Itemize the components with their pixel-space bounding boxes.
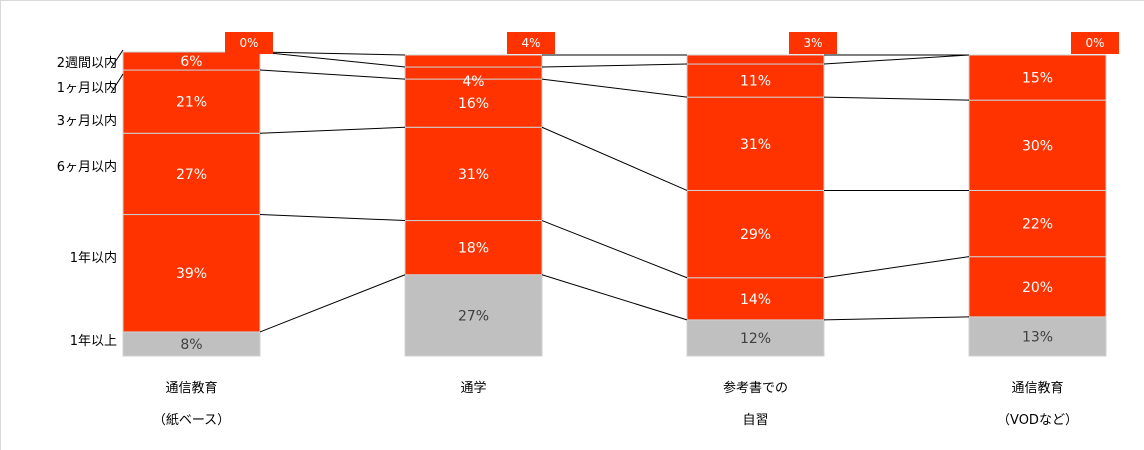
callout-box [507,32,555,54]
value-labels: 8% 39% 27% 21% 6% 0% 27% 18% 31% 16% 4% 4% 12% 14% 29%… [176,32,1119,353]
callout-value: 0% [239,36,258,50]
value-label: 12% [740,331,771,347]
bar-segment [404,126,543,222]
connector-line [541,220,688,279]
category-label: （紙ベース） [153,413,230,428]
connector-line [259,126,406,134]
pointer-line [110,49,124,69]
bar-segment [404,54,543,68]
callout-box [225,32,273,54]
bar-segment [686,277,825,321]
value-label: 30% [1022,138,1053,154]
connector-line [541,274,688,321]
bar-segment [968,316,1107,357]
row-label: 6ヶ月以内 [57,159,117,175]
value-label: 29% [740,227,771,243]
row-label: 3ヶ月以内 [57,113,117,129]
value-label: 22% [1022,217,1053,233]
connector-line [541,78,688,98]
value-label: 8% [180,337,202,353]
callout-box [789,32,837,54]
category-label: 通信教育 [1011,380,1063,396]
value-label: 21% [176,95,207,111]
category-label: 参考書での [723,380,788,396]
bars [122,51,1107,357]
bar-segment [686,63,825,98]
callout-value: 3% [803,36,822,50]
bar-segment [404,220,543,276]
connector-line [259,214,406,222]
row-label: 1ヶ月以内 [57,80,117,96]
callout-label: 0% [1071,32,1119,54]
callout-box [1071,32,1119,54]
category-label: 通学 [460,380,486,396]
connector-line [823,96,970,101]
bar-segment [968,189,1107,258]
value-label: 4% [462,74,484,90]
value-label: 6% [180,54,202,70]
value-label: 31% [740,137,771,153]
value-label: 27% [458,308,489,324]
value-label: 11% [740,74,771,90]
bar-segment [686,189,825,279]
connector-lines [259,51,970,333]
callout-label: 4% [507,32,555,54]
value-label: 31% [458,167,489,183]
connector-line [541,126,688,191]
connector-line [259,51,406,68]
category-label: 自習 [742,413,768,428]
row-label: 1年以上 [70,334,117,349]
bar-segment [122,51,261,71]
connector-line [541,63,688,68]
value-label: 16% [458,96,489,112]
bar-segment [122,132,261,216]
category-label: （VODなど） [997,413,1078,428]
bar-segment [686,54,825,65]
value-label: 13% [1022,329,1053,345]
connector-line [823,256,970,279]
callout-label: 0% [225,32,273,54]
row-labels: 1年以上 1年以内 6ヶ月以内 3ヶ月以内 1ヶ月以内 2週間以内 [57,49,124,349]
value-label: 14% [740,292,771,308]
bar-segment [968,99,1107,191]
value-label: 27% [176,167,207,183]
value-label: 39% [176,266,207,282]
bar-segment [968,54,1107,101]
bar-segment [686,96,825,191]
callout-label: 3% [789,32,837,54]
connector-line [823,316,970,321]
callout-value: 4% [521,36,540,50]
value-label: 20% [1022,280,1053,296]
row-label: 2週間以内 [57,55,117,71]
category-label: 通信教育 [165,380,217,396]
bar-segment [122,214,261,333]
connector-line [259,69,406,80]
connector-line [259,51,406,56]
pointer-line [110,73,124,94]
bar-segment [404,274,543,357]
connector-line [259,274,406,333]
value-label: 15% [1022,71,1053,87]
value-label: 18% [458,241,489,257]
row-label: 1年以内 [70,250,117,266]
connector-line [823,54,970,65]
callout-value: 0% [1085,36,1104,50]
